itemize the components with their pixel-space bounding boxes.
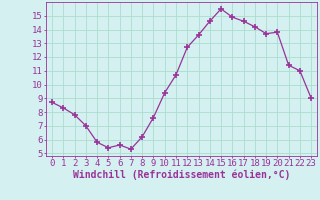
X-axis label: Windchill (Refroidissement éolien,°C): Windchill (Refroidissement éolien,°C) — [73, 170, 290, 180]
